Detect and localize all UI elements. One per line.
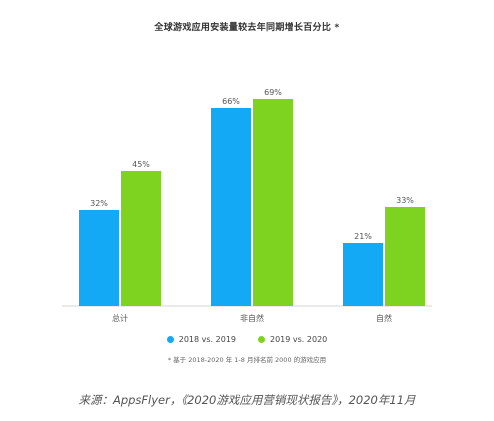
chart-footnote: * 基于 2018-2020 年 1-8 月排名前 2000 的游戏应用 — [167, 356, 327, 364]
category-label-1: 总计 — [112, 313, 128, 323]
bar-chart: 32% 45% 66% 69% 21% 33% 总计 非自然 自然 — [62, 88, 432, 323]
category-labels-group: 总计 非自然 自然 — [112, 313, 392, 323]
bar-2-2 — [253, 99, 293, 306]
bar-1-2 — [211, 108, 251, 306]
category-label-3: 自然 — [376, 313, 392, 323]
bar-1-3 — [343, 243, 383, 306]
legend-label-series-1: 2018 vs. 2019 — [178, 335, 236, 344]
legend-item-series-2: 2019 vs. 2020 — [258, 335, 327, 344]
chart-card: 全球游戏应用安装量较去年同期增长百分比 * 32% 45% 66% 69% 21% 33%… — [0, 23, 494, 364]
bar-label-1-1: 32% — [90, 199, 108, 208]
legend-swatch-series-2 — [258, 336, 265, 343]
legend-item-series-1: 2018 vs. 2019 — [166, 335, 236, 344]
bar-1-1 — [79, 210, 119, 306]
bar-label-2-2: 69% — [264, 88, 282, 97]
category-label-2: 非自然 — [240, 313, 264, 323]
bar-2-1 — [121, 171, 161, 306]
bar-labels-group: 32% 45% 66% 69% 21% 33% — [90, 88, 414, 241]
chart-title: 全球游戏应用安装量较去年同期增长百分比 * — [154, 23, 340, 33]
source-caption: 来源：AppsFlyer，《2020游戏应用营销现状报告》，2020年11月 — [78, 393, 416, 407]
legend-label-series-2: 2019 vs. 2020 — [270, 335, 328, 344]
legend-swatch-series-1 — [166, 336, 174, 343]
bars-group — [79, 99, 425, 306]
bar-label-1-3: 21% — [354, 232, 372, 241]
bar-label-2-1: 45% — [132, 160, 150, 169]
legend: 2018 vs. 2019 2019 vs. 2020 — [0, 335, 494, 344]
bar-label-2-3: 33% — [396, 196, 414, 205]
bar-2-3 — [385, 207, 425, 306]
bar-label-1-2: 66% — [222, 97, 240, 106]
